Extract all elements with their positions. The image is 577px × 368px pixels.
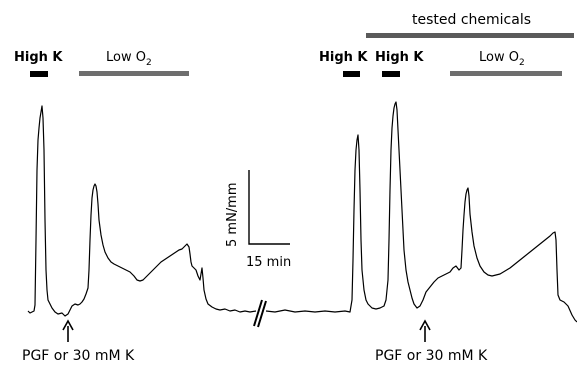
- tested-chemicals-label: tested chemicals: [412, 12, 531, 28]
- high-k-label-2: High K: [319, 50, 368, 65]
- high-k-label-1: High K: [14, 50, 63, 65]
- pgf-label-2: PGF or 30 mM K: [375, 348, 488, 364]
- low-o2-bar-1: [79, 71, 189, 76]
- high-k-label-3: High K: [375, 50, 424, 65]
- axis-break-icon: [253, 299, 267, 328]
- tested-chemicals-bar: [366, 33, 574, 38]
- low-o2-label-2: Low O2: [479, 50, 525, 68]
- tension-trace-right: [265, 101, 577, 323]
- scale-bar: [248, 170, 290, 245]
- up-arrow-icon: [62, 319, 74, 342]
- scale-y-label: 5 mN/mm: [225, 183, 240, 248]
- scale-x-label: 15 min: [246, 255, 291, 270]
- high-k-bar-3: [382, 71, 400, 77]
- low-o2-label-1: Low O2: [106, 50, 152, 68]
- tension-trace-left: [27, 105, 257, 317]
- high-k-bar-1: [30, 71, 48, 77]
- pgf-label-1: PGF or 30 mM K: [22, 348, 135, 364]
- low-o2-bar-2: [450, 71, 562, 76]
- high-k-bar-2: [343, 71, 360, 77]
- up-arrow-icon: [419, 319, 431, 342]
